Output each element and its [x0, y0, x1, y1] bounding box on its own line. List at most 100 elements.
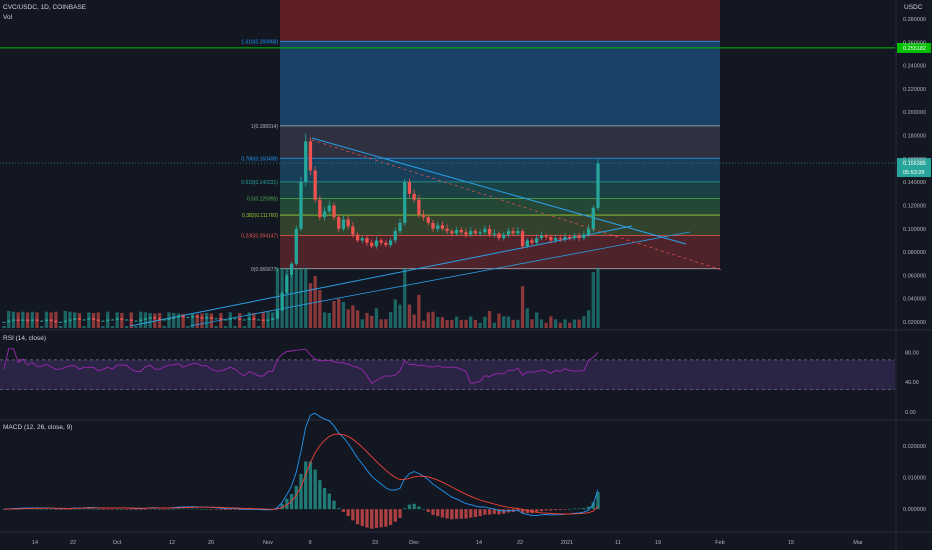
volume-bar [360, 319, 364, 328]
macd-histogram-bar [464, 509, 468, 519]
fib-zone [280, 125, 720, 159]
price-tick-label: 0.140000 [903, 180, 926, 186]
price-axis[interactable]: 0.280000 0.260000 0.240000 0.220000 0.200000… [903, 17, 926, 326]
candle-body [332, 205, 336, 218]
volume-bar [82, 326, 86, 328]
volume-bar [436, 317, 440, 328]
volume-bar [506, 316, 511, 328]
volume-bar [469, 316, 473, 328]
candle-body [351, 226, 355, 235]
macd-histogram-bar [568, 509, 572, 510]
macd-histogram-bar [313, 469, 317, 510]
price-tick-label: 0.060000 [903, 273, 926, 279]
volume-bar [256, 326, 261, 328]
time-tick-label: 15 [788, 540, 794, 546]
candle-body [228, 318, 232, 320]
macd-histogram-bar [459, 509, 463, 519]
candle-body [25, 319, 30, 321]
macd-histogram-bar [436, 509, 440, 517]
macd-histogram-bar [299, 473, 303, 510]
candle-body [464, 232, 468, 235]
volume-bar [77, 312, 82, 328]
macd-histogram-bar [120, 509, 124, 510]
macd-histogram-bar [200, 509, 204, 510]
candle-body [176, 316, 181, 318]
macd-histogram-bar [332, 500, 336, 510]
macd-histogram-bar [426, 509, 430, 512]
macd-histogram-bar [223, 509, 228, 511]
candle-body [365, 238, 369, 243]
price-tick-label: 0.220000 [903, 87, 926, 93]
macd-histogram-bar [322, 487, 327, 510]
macd-histogram-bar [360, 509, 364, 526]
macd-histogram-bar [124, 509, 129, 510]
macd-histogram-bar [91, 508, 96, 510]
price-tick-label: 0.180000 [903, 134, 926, 140]
fib-retracement-lines: 1.618(0.260868) 1(0.188314) 0.786(0.160498… [241, 39, 720, 273]
macd-histogram-bar [110, 509, 115, 510]
candle-body [294, 228, 298, 264]
time-tick-label: 2021 [561, 540, 573, 546]
time-tick-label: 14 [32, 540, 38, 546]
green-level-tag: 0.255182 [903, 46, 926, 52]
horizontal-level-line[interactable]: 0.255182 [0, 42, 931, 53]
macd-histogram-bar [181, 508, 185, 510]
volume-bar [487, 311, 492, 328]
volume-bar [374, 308, 379, 328]
volume-bar [2, 326, 6, 328]
volume-bar [393, 299, 397, 328]
candle-body [238, 318, 242, 320]
candle-body [148, 317, 152, 319]
candle-body [511, 231, 515, 234]
macd-histogram-bar [577, 508, 581, 510]
macd-histogram-bar [30, 508, 34, 510]
macd-histogram-bar [454, 509, 459, 519]
candle-body [280, 292, 284, 311]
macd-histogram-bar [351, 509, 355, 521]
symbol-title[interactable]: CVC/USDC, 1D, COINBASE [3, 4, 87, 11]
volume-bar [407, 304, 412, 328]
volume-bar [459, 319, 463, 328]
macd-histogram-bar [228, 509, 232, 510]
candle-body [417, 199, 421, 215]
volume-bar [539, 319, 544, 328]
macd-histogram-bar [82, 508, 86, 510]
fib-zone [280, 41, 720, 126]
candle-body [68, 319, 72, 321]
fib-level-label: 1.618(0.260868) [241, 39, 278, 45]
trend-lines[interactable] [129, 137, 723, 327]
time-axis[interactable]: 14 22 Oct 12 20 Nov 9 23 Dec 14 22 2021 11 19 Feb 15 Mar [32, 540, 863, 546]
candle-body [313, 170, 317, 200]
fib-level-label: 0.5(0.125995) [247, 196, 278, 202]
price-tick-label: 0.020000 [903, 320, 926, 326]
candle-body [101, 320, 105, 322]
rsi-band [0, 359, 895, 390]
volume-bar [530, 319, 534, 328]
candle-body [304, 141, 308, 183]
volume-bar [388, 312, 393, 328]
candle-body [143, 318, 148, 320]
macd-histogram-bar [186, 508, 190, 510]
volume-bar [586, 310, 591, 328]
macd-histogram-bar [370, 509, 374, 529]
macd-title: MACD (12, 26, close, 9) [3, 424, 73, 431]
candle-body [209, 317, 214, 319]
candle-body [591, 207, 595, 229]
macd-histogram-bar [238, 509, 242, 510]
macd-histogram-bar [139, 509, 143, 510]
candle-body [553, 238, 558, 241]
volume-bar [181, 314, 185, 328]
macd-histogram-bar [49, 509, 53, 510]
macd-histogram-bar [101, 509, 105, 510]
candle-body [299, 182, 303, 229]
macd-histogram-bar [388, 509, 393, 525]
macd-histogram-bar [445, 509, 449, 519]
volume-bar [214, 326, 218, 328]
candle-body [214, 318, 218, 320]
candle-body [289, 263, 294, 276]
volume-bar [40, 326, 44, 328]
time-tick-label: 23 [372, 540, 378, 546]
candle-body [110, 319, 115, 321]
candle-body [577, 235, 581, 239]
